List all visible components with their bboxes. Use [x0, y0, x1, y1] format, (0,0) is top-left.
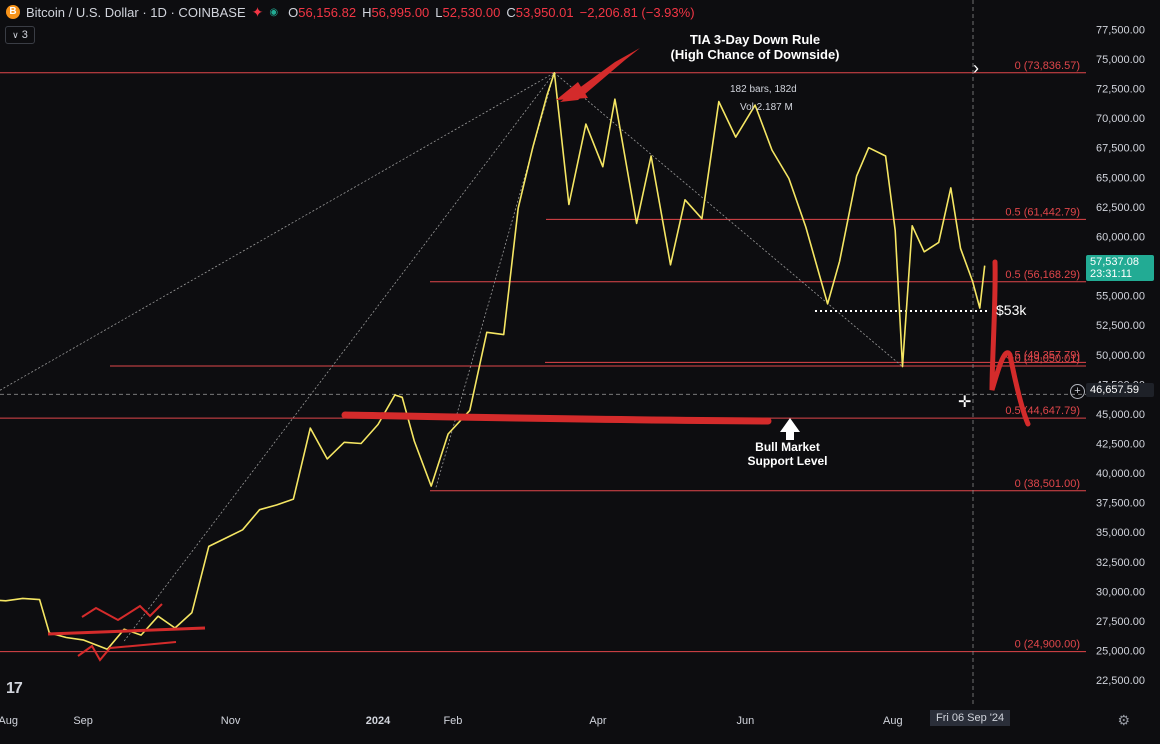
status-dot-icon: ◉ [269, 6, 279, 18]
indicator-count: 3 [21, 29, 28, 41]
fib-label: 0 (73,836.57) [1015, 60, 1080, 72]
x-tick-label: Apr [589, 715, 606, 727]
crosshair-price-tag: 46,657.59 [1086, 383, 1154, 397]
y-tick-label: 52,500.00 [1096, 320, 1145, 332]
fib-label: 0 (38,501.00) [1015, 478, 1080, 490]
y-tick-label: 62,500.00 [1096, 202, 1145, 214]
low-label: L [435, 4, 443, 20]
close-value: 53,950.01 [515, 4, 574, 20]
indicators-toggle[interactable]: ∨ 3 [5, 26, 35, 44]
y-tick-label: 35,000.00 [1096, 527, 1145, 539]
bounce-arrows-lower [77, 641, 177, 662]
y-tick-label: 75,000.00 [1096, 54, 1145, 66]
x-tick-label: Nov [221, 715, 241, 727]
fib-label: 0.5 (44,647.79) [1005, 405, 1080, 417]
fib-label: 0 (24,900.00) [1015, 639, 1080, 651]
x-axis: Aug Sep Nov 2024 Feb Apr Jun Aug [0, 715, 903, 727]
bull-support-annotation: Bull Market Support Level [730, 440, 845, 468]
tia-line2: (High Chance of Downside) [670, 47, 840, 62]
level-53k-label: $53k [996, 302, 1027, 318]
fib-label: 0.5 (61,442.79) [1005, 206, 1080, 218]
y-tick-label: 55,000.00 [1096, 291, 1145, 303]
range-marker [47, 626, 206, 636]
annotation-drawings [47, 48, 1031, 662]
y-tick-label: 60,000.00 [1096, 231, 1145, 243]
x-tick-label: Sep [73, 715, 93, 727]
vol-info: Vol 2.187 M [740, 102, 793, 113]
high-label: H [362, 4, 372, 20]
y-tick-label: 25,000.00 [1096, 646, 1145, 658]
chart-header: B Bitcoin / U.S. Dollar · 1D · COINBASE … [0, 0, 701, 24]
bull-line1: Bull Market [755, 440, 820, 454]
red-arrow-head [556, 82, 588, 100]
bounce-arrows [81, 603, 163, 622]
price-series [0, 72, 986, 651]
crosshair-date: Fri 06 Sep '24 [936, 712, 1005, 724]
fib-lines: 0 (73,836.57) 0.5 (61,442.79) 0.5 (56,168.… [0, 60, 1086, 653]
fib-label: 0.5 (49,357.79) [1005, 349, 1080, 361]
last-price: 57,537.08 [1090, 256, 1139, 268]
trend-lines [0, 0, 1086, 705]
y-tick-label: 30,000.00 [1096, 586, 1145, 598]
y-tick-label: 72,500.00 [1096, 84, 1145, 96]
fib-label: 0.5 (56,168.29) [1005, 269, 1080, 281]
y-tick-label: 42,500.00 [1096, 438, 1145, 450]
tia-annotation: TIA 3-Day Down Rule (High Chance of Down… [640, 32, 870, 62]
y-tick-label: 27,500.00 [1096, 616, 1145, 628]
tradingview-logo: 17 [6, 680, 23, 697]
low-value: 52,530.00 [442, 4, 501, 20]
y-tick-label: 22,500.00 [1096, 675, 1145, 687]
y-tick-label: 50,000.00 [1096, 350, 1145, 362]
x-tick-label: Feb [443, 715, 462, 727]
up-arrow-icon [780, 418, 800, 440]
y-axis: 77,500.00 75,000.00 72,500.00 70,000.00 67,5… [1096, 24, 1145, 687]
y-tick-label: 65,000.00 [1096, 172, 1145, 184]
chevron-right-icon[interactable]: › [973, 58, 979, 78]
y-tick-label: 40,000.00 [1096, 468, 1145, 480]
price-line [0, 72, 986, 651]
y-tick-label: 67,500.00 [1096, 143, 1145, 155]
x-tick-label: Aug [0, 715, 18, 727]
high-value: 56,995.00 [371, 4, 430, 20]
last-price-tag: 57,537.08 23:31:11 [1086, 255, 1154, 281]
x-tick-label: Jun [737, 715, 755, 727]
trend-line [0, 72, 555, 391]
bars-info: 182 bars, 182d [730, 84, 797, 95]
y-tick-label: 70,000.00 [1096, 113, 1145, 125]
bitcoin-icon: B [6, 5, 20, 19]
y-tick-label: 37,500.00 [1096, 498, 1145, 510]
open-label: O [288, 4, 299, 20]
support-marker [341, 411, 772, 425]
x-tick-label: 2024 [366, 715, 391, 727]
countdown: 23:31:11 [1090, 268, 1133, 280]
market-closed-icon: ✦ [251, 3, 264, 20]
fib-label: 0 (49,050.01) [1015, 353, 1080, 365]
gear-icon[interactable]: ⚙ [1117, 712, 1130, 728]
tia-line1: TIA 3-Day Down Rule [689, 32, 821, 47]
trend-line [123, 72, 555, 642]
open-value: 56,156.82 [298, 4, 357, 20]
change-value: −2,206.81 (−3.93%) [579, 4, 695, 20]
close-label: C [506, 4, 516, 20]
crosshair-price: 46,657.59 [1090, 384, 1139, 396]
symbol-title[interactable]: Bitcoin / U.S. Dollar · 1D · COINBASE [26, 4, 246, 20]
chevron-down-icon: ∨ [12, 29, 19, 40]
x-tick-label: Aug [883, 715, 903, 727]
y-tick-label: 77,500.00 [1096, 24, 1145, 36]
y-tick-label: 45,000.00 [1096, 409, 1145, 421]
bull-line2: Support Level [747, 454, 828, 468]
down-scribble [989, 259, 1031, 427]
y-tick-label: 32,500.00 [1096, 557, 1145, 569]
crosshair-date-tag: Fri 06 Sep '24 [930, 710, 1011, 726]
crosshair-cursor-icon: ✛ [958, 394, 972, 411]
add-alert-icon[interactable]: + [1070, 384, 1085, 399]
